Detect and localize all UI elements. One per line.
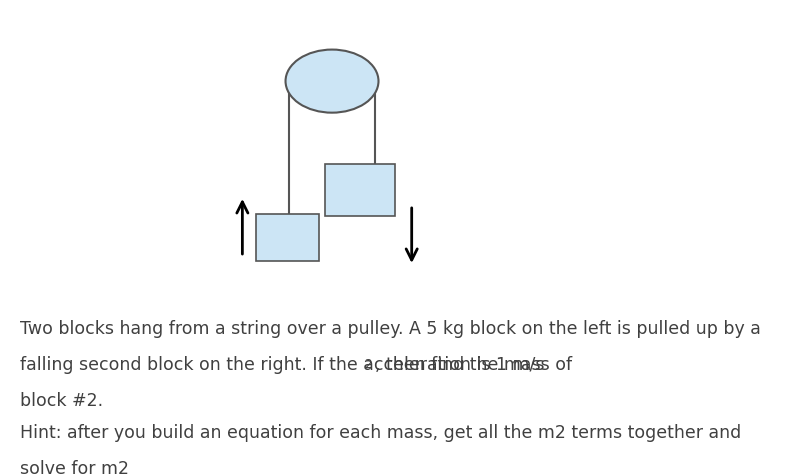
Text: solve for m2: solve for m2 — [20, 460, 129, 476]
FancyBboxPatch shape — [326, 165, 395, 216]
Text: falling second block on the right. If the acceleration is 1 m/s: falling second block on the right. If th… — [20, 356, 545, 374]
Text: 2: 2 — [364, 358, 371, 371]
Text: Hint: after you build an equation for each mass, get all the m2 terms together a: Hint: after you build an equation for ea… — [20, 424, 741, 442]
Text: Two blocks hang from a string over a pulley. A 5 kg block on the left is pulled : Two blocks hang from a string over a pul… — [20, 320, 761, 338]
Text: block #2.: block #2. — [20, 392, 103, 410]
Circle shape — [286, 50, 379, 113]
Text: , then find the mass of: , then find the mass of — [375, 356, 573, 374]
FancyBboxPatch shape — [256, 214, 318, 261]
